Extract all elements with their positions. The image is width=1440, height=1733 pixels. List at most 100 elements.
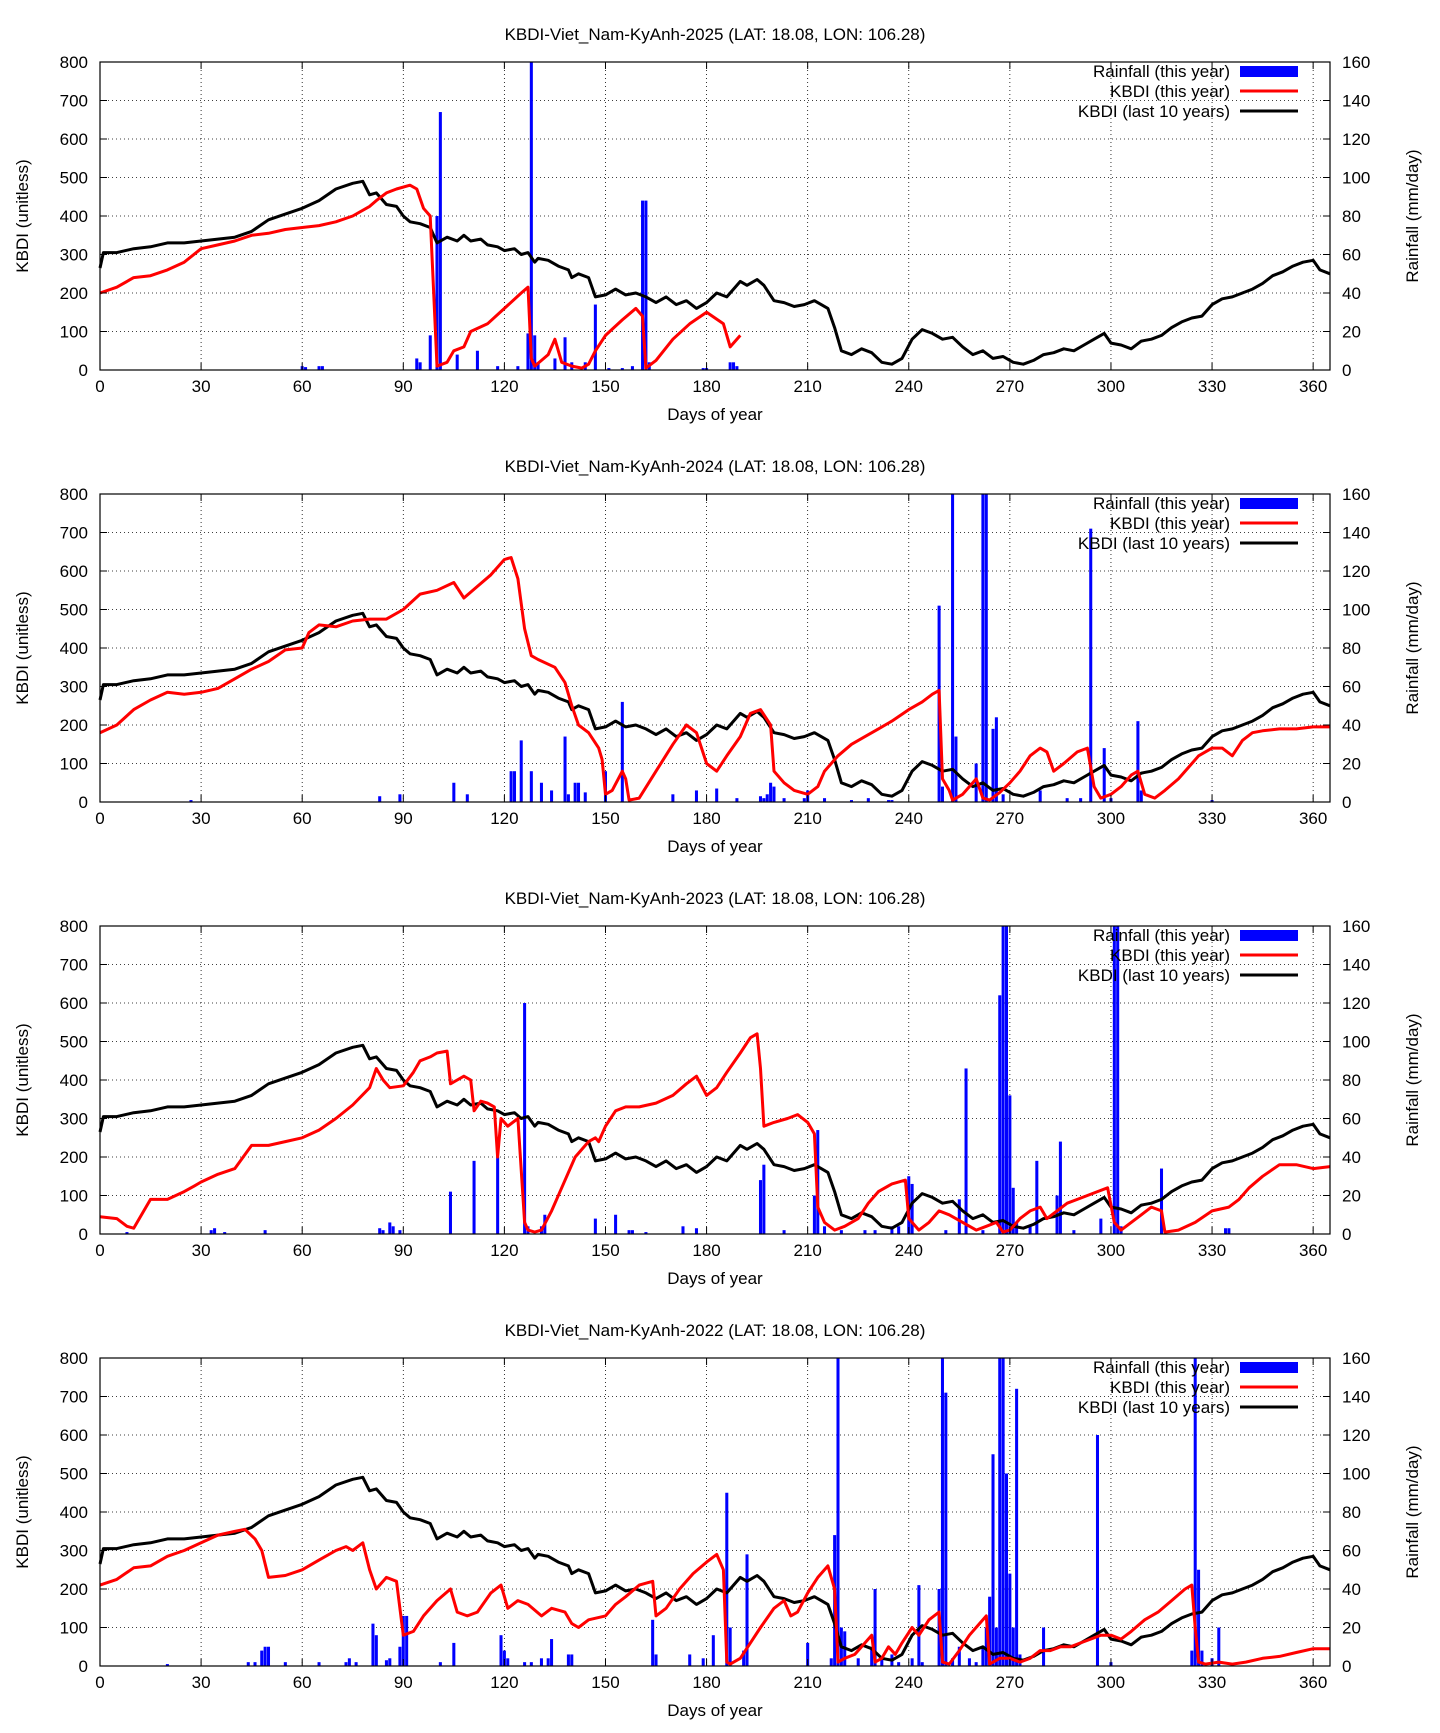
rainfall-bar: [398, 1230, 402, 1234]
kbdi-this-year-line: [99, 1032, 1331, 1234]
kbdi-last-10-years-line: [98, 1475, 1331, 1662]
rainfall-bar: [438, 1662, 442, 1666]
rainfall-bar: [769, 782, 773, 802]
y2-tick-label: 160: [1342, 485, 1370, 504]
y2-tick-label: 20: [1342, 323, 1361, 342]
kbdi-last-10-years-line: [98, 611, 1331, 798]
rainfall-bar: [1035, 1160, 1039, 1234]
rainfall-bar: [870, 1646, 874, 1666]
y-tick-label: 200: [60, 1580, 88, 1599]
rainfall-bar: [620, 368, 624, 370]
rainfall-bar: [320, 366, 324, 370]
kbdi-last-10-years-line: [98, 179, 1331, 366]
y2-tick-label: 100: [1342, 601, 1370, 620]
rainfall-bar: [1001, 926, 1005, 1234]
x-tick-label: 90: [394, 1673, 413, 1692]
rainfall-bar: [873, 1589, 877, 1666]
rainfall-bars: [165, 1358, 1221, 1666]
y-axis-label: KBDI (unitless): [13, 1023, 32, 1136]
rainfall-bar: [745, 1554, 749, 1666]
rainfall-bar: [465, 794, 469, 802]
rainfall-bar: [536, 362, 540, 370]
x-tick-label: 300: [1097, 1241, 1125, 1260]
x-tick-label: 60: [293, 1673, 312, 1692]
rainfall-bar: [1112, 926, 1116, 1234]
x-tick-label: 60: [293, 1241, 312, 1260]
rainfall-bar: [866, 798, 870, 802]
rainfall-bar: [1042, 1627, 1046, 1666]
rainfall-bar: [772, 786, 776, 802]
y2-tick-label: 100: [1342, 1033, 1370, 1052]
y-tick-label: 800: [60, 917, 88, 936]
rainfall-bar: [1227, 1228, 1231, 1234]
y2-tick-label: 120: [1342, 562, 1370, 581]
rainfall-bar: [917, 1585, 921, 1666]
y2-tick-label: 20: [1342, 755, 1361, 774]
rainfall-bar: [644, 1232, 648, 1234]
x-tick-label: 120: [490, 1241, 518, 1260]
rainfall-bar: [1089, 528, 1093, 802]
rainfall-bar: [519, 740, 523, 802]
x-tick-label: 150: [591, 1673, 619, 1692]
y2-tick-label: 160: [1342, 917, 1370, 936]
rainfall-bar: [984, 1627, 988, 1666]
rainfall-bar: [641, 200, 645, 370]
y-tick-label: 700: [60, 524, 88, 543]
x-tick-label: 330: [1198, 377, 1226, 396]
rainfall-bar: [614, 1214, 618, 1234]
rainfall-bar: [506, 1658, 510, 1666]
rainfall-bar: [398, 794, 402, 802]
chart-svg: KBDI-Viet_Nam-KyAnh-2025 (LAT: 18.08, LO…: [13, 25, 1422, 424]
rainfall-bar: [991, 1454, 995, 1666]
y-tick-label: 0: [79, 361, 88, 380]
x-tick-label: 240: [895, 809, 923, 828]
y-tick-label: 200: [60, 716, 88, 735]
rainfall-bar: [984, 494, 988, 802]
rainfall-bar: [550, 1639, 554, 1666]
y-tick-label: 0: [79, 1225, 88, 1244]
grid-lines: [100, 1358, 1330, 1666]
legend: Rainfall (this year)KBDI (this year)KBDI…: [1078, 926, 1298, 985]
rainfall-bar: [371, 1623, 375, 1666]
rainfall-bar: [317, 1662, 321, 1666]
rainfall-bar: [890, 1226, 894, 1234]
rainfall-bar: [607, 368, 611, 370]
rainfall-bar: [1224, 1228, 1228, 1234]
legend-swatch-rainfall: [1240, 930, 1298, 941]
rainfall-bar: [887, 800, 891, 802]
rainfall-bar: [732, 362, 736, 370]
kbdi-this-year-line: [99, 183, 742, 370]
rainfall-bar: [802, 798, 806, 802]
y2-tick-label: 60: [1342, 678, 1361, 697]
y-tick-label: 0: [79, 793, 88, 812]
rainfall-bar: [967, 1658, 971, 1666]
legend-label-kbdi-this-year: KBDI (this year): [1110, 946, 1230, 965]
x-axis-label: Days of year: [667, 405, 763, 424]
y2-tick-label: 20: [1342, 1187, 1361, 1206]
rainfall-bar: [694, 1228, 698, 1234]
rainfall-bar: [1011, 1627, 1015, 1666]
rainfall-bar: [890, 800, 894, 802]
rainfall-bar: [512, 771, 517, 802]
legend-label-kbdi-last-10-years: KBDI (last 10 years): [1078, 102, 1230, 121]
y-tick-label: 700: [60, 1388, 88, 1407]
rainfall-bar: [529, 1662, 533, 1666]
x-tick-label: 0: [95, 809, 104, 828]
rainfall-bar: [782, 1230, 786, 1234]
rainfall-bar: [391, 1226, 395, 1234]
rainfall-bar: [994, 717, 998, 802]
chart-svg: KBDI-Viet_Nam-KyAnh-2022 (LAT: 18.08, LO…: [13, 1321, 1422, 1720]
y-tick-label: 100: [60, 1187, 88, 1206]
rainfall-bar: [583, 792, 587, 802]
x-tick-label: 180: [692, 809, 720, 828]
rainfall-bar: [630, 1230, 634, 1234]
axis-ticks: [99, 925, 1330, 1235]
rainfall-bar: [998, 995, 1002, 1234]
rainfall-bar: [735, 798, 739, 802]
y2-axis-label: Rainfall (mm/day): [1403, 149, 1422, 282]
x-tick-label: 210: [793, 377, 821, 396]
rainfall-bar: [910, 1183, 914, 1234]
y2-tick-label: 60: [1342, 1110, 1361, 1129]
y-axis-label: KBDI (unitless): [13, 591, 32, 704]
x-tick-label: 210: [793, 809, 821, 828]
